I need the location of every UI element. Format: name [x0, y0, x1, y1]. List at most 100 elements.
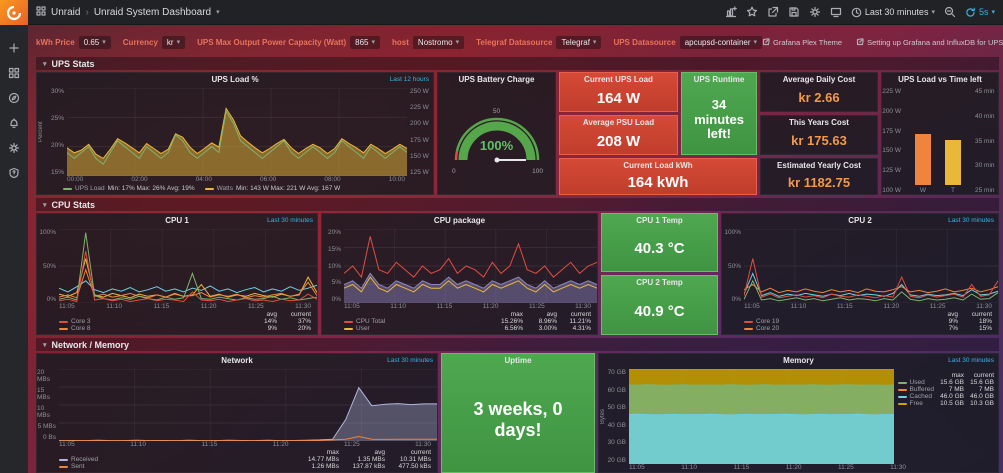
legend-item[interactable]: Watts Min: 143 W Max: 221 W Avg: 167 W — [204, 185, 340, 192]
dashboard-link-plex-theme[interactable]: Grafana Plex Theme — [762, 38, 842, 47]
panel-title[interactable]: Current UPS Load — [584, 75, 653, 84]
panel-title[interactable]: UPS Runtime — [693, 75, 745, 84]
dashboard-link-ups-guide[interactable]: Setting up Grafana and InfluxDB for UPS … — [856, 38, 1003, 47]
row-header-network-memory[interactable]: ▾ Network / Memory — [36, 338, 999, 351]
variable-value-select[interactable]: Telegraf ▾ — [556, 35, 602, 49]
panel-title[interactable]: CPU 1 — [165, 216, 189, 225]
panel-title[interactable]: CPU 2 — [848, 216, 872, 225]
x-tick: 11:15 — [153, 303, 170, 310]
cpu2-chart[interactable] — [744, 229, 998, 303]
refresh-button[interactable]: 5s ▾ — [965, 7, 995, 18]
panel-title[interactable]: CPU 1 Temp — [636, 216, 683, 225]
panel-current-ups-load: Current UPS Load 164 W — [559, 72, 678, 112]
legend-item[interactable]: Core 3 14% 37% — [59, 318, 311, 325]
legend-item[interactable]: Cached 46.0 GB 46.0 GB — [897, 393, 994, 400]
breadcrumb-folder[interactable]: Unraid — [51, 6, 81, 18]
variable-value-select[interactable]: kr ▾ — [161, 35, 186, 49]
legend-item[interactable]: CPU Total 15.26% 8.96% 11.21% — [344, 318, 591, 325]
grafana-logo[interactable] — [0, 0, 28, 25]
legend-item[interactable]: User 6.56% 3.00% 4.31% — [344, 325, 591, 332]
dashboards-icon[interactable] — [6, 66, 22, 80]
legend: avg current Core 19 9% 18% Core 20 7% 15% — [722, 311, 998, 334]
legend-item[interactable]: Sent 1.26 MBs 137.87 kBs 477.50 kBs — [59, 463, 431, 470]
cpu1-chart[interactable] — [59, 229, 317, 303]
legend-item[interactable]: Buffered 7 MB 7 MB — [897, 386, 994, 393]
y-tick: 30 min — [975, 162, 995, 170]
network-chart[interactable] — [59, 369, 437, 441]
create-plus-icon[interactable] — [6, 41, 22, 55]
help-shield-icon[interactable] — [6, 166, 22, 180]
configuration-gear-icon[interactable] — [6, 141, 22, 155]
variable-value-select[interactable]: 0.65 ▾ — [78, 35, 111, 49]
variable-value-select[interactable]: apcupsd-container ▾ — [679, 35, 763, 49]
legend-item[interactable]: Free 10.5 GB 10.3 GB — [897, 400, 994, 407]
share-icon[interactable] — [767, 6, 779, 18]
add-panel-icon[interactable] — [725, 6, 737, 18]
row-header-cpu-stats[interactable]: ▾ CPU Stats — [36, 198, 999, 211]
bar-time-left: T — [945, 88, 961, 194]
legend-item[interactable]: Received 14.77 MBs 1.35 MBs 10.31 MBs — [59, 456, 431, 463]
legend-item[interactable]: Core 20 7% 15% — [744, 325, 992, 332]
row-header-ups-stats[interactable]: ▾ UPS Stats — [36, 57, 999, 70]
time-override-label: Last 30 minutes — [948, 357, 994, 364]
panel-title[interactable]: CPU package — [433, 216, 486, 225]
alerting-bell-icon[interactable] — [6, 116, 22, 130]
breadcrumb-dashboard-title[interactable]: Unraid System Dashboard — [93, 6, 212, 18]
panel-title[interactable]: Memory — [783, 356, 814, 365]
y-tick: 200 W — [882, 107, 901, 115]
x-tick: 11:30 — [415, 441, 431, 448]
stat-value: kr 175.63 — [791, 133, 847, 149]
panel-title[interactable]: UPS Battery Charge — [458, 75, 535, 84]
chevron-down-icon[interactable]: ▾ — [216, 9, 220, 16]
panel-title[interactable]: UPS Load vs Time left — [898, 75, 982, 84]
chevron-down-icon: ▾ — [43, 201, 47, 209]
y-tick: 225 W — [882, 88, 901, 95]
series-color-dash — [204, 187, 214, 190]
legend-item[interactable]: Used 15.6 GB 15.6 GB — [897, 379, 994, 386]
panel-ups-battery-charge: UPS Battery Charge 100% 0 50 100 — [437, 72, 556, 195]
y-tick: 35 min — [975, 137, 995, 145]
y-tick: 0 Bs — [42, 434, 56, 441]
sidebar — [0, 0, 28, 473]
variable-value-select[interactable]: Nostromo ▾ — [412, 35, 465, 49]
y-tick: 50% — [42, 262, 56, 270]
y-axis-left: 100% 50% 0% — [37, 229, 59, 303]
zoom-out-icon[interactable] — [944, 6, 956, 18]
panel-title[interactable]: Average Daily Cost — [782, 75, 856, 84]
variable-value-select[interactable]: 865 ▾ — [350, 35, 381, 49]
panel-title[interactable]: CPU 2 Temp — [636, 278, 683, 287]
tv-mode-icon[interactable] — [830, 6, 842, 18]
x-tick: 11:05 — [744, 303, 760, 310]
legend-item[interactable]: Core 19 9% 18% — [744, 318, 992, 325]
legend-item[interactable]: UPS Load Min: 17% Max: 26% Avg: 19% — [63, 185, 195, 192]
panel-title[interactable]: UPS Load % — [211, 75, 259, 84]
panel-title[interactable]: Current Load kWh — [623, 161, 693, 170]
memory-chart[interactable] — [629, 369, 894, 464]
panel-title[interactable]: Uptime — [504, 356, 532, 365]
panel-title[interactable]: Estimated Yearly Cost — [777, 161, 861, 170]
breadcrumb: Unraid › Unraid System Dashboard ▾ — [36, 5, 220, 19]
y-axis-left: 20% 15% 10% 5% 0% — [322, 229, 344, 303]
panel-cpu-package: CPU package 20% 15% 10% 5% 0% 11:05 11:10 11:1… — [321, 213, 598, 335]
x-axis: 11:05 11:10 11:15 11:20 11:25 11:30 — [722, 303, 998, 311]
settings-gear-icon[interactable] — [809, 6, 821, 18]
y-tick: 20 MBs — [37, 369, 50, 383]
y-tick: 10% — [327, 262, 341, 270]
x-tick: 11:05 — [629, 464, 645, 471]
panel-title[interactable]: This Years Cost — [789, 118, 849, 127]
save-icon[interactable] — [788, 6, 800, 18]
explore-compass-icon[interactable] — [6, 91, 22, 105]
bar-chart[interactable]: W T — [904, 88, 972, 194]
star-icon[interactable] — [746, 6, 758, 18]
x-tick: 11:05 — [59, 303, 75, 310]
variable-label: Currency — [122, 37, 158, 47]
time-picker[interactable]: Last 30 minutes ▾ — [851, 7, 935, 18]
time-override-label: Last 30 minutes — [387, 357, 433, 364]
cpu-package-chart[interactable] — [344, 229, 597, 303]
ups-load-chart[interactable] — [67, 88, 407, 176]
dashboard-grid-icon — [36, 5, 46, 19]
panel-title[interactable]: Average PSU Load — [582, 118, 655, 127]
panel-title[interactable]: Network — [221, 356, 253, 365]
x-tick: 11:25 — [247, 303, 264, 310]
legend-item[interactable]: Core 8 9% 20% — [59, 325, 311, 332]
